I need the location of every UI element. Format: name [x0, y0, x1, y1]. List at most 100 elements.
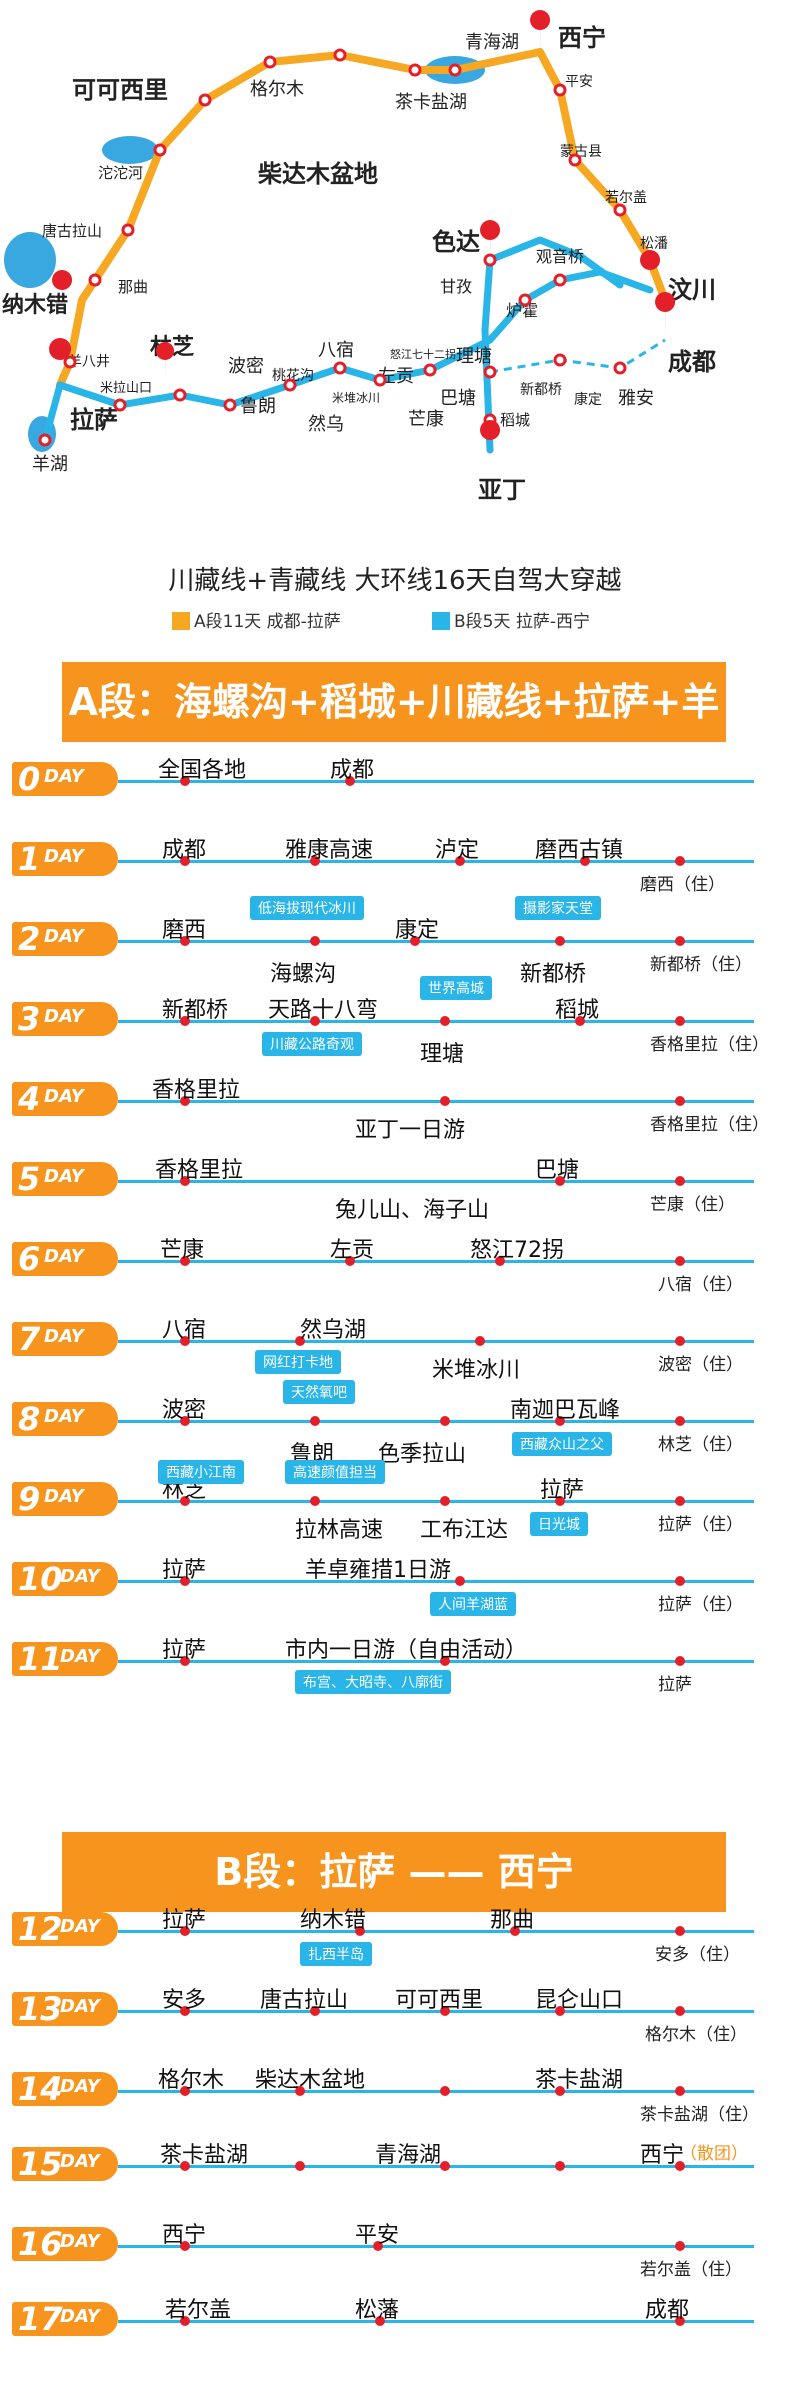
stop-dot	[675, 2006, 685, 2016]
stop-dot	[295, 2086, 305, 2096]
map-label-pingan: 平安	[565, 74, 593, 90]
stop-dot	[675, 2086, 685, 2096]
day-number: 12	[18, 1910, 63, 1948]
day-number: 8	[18, 1400, 41, 1438]
stop-dot	[440, 1656, 450, 1666]
map-label-litang: 理塘	[456, 346, 492, 367]
place-label: 亚丁一日游	[355, 1118, 466, 1143]
day-badge: 6 DAY	[12, 1240, 118, 1278]
stop-dot	[310, 2006, 320, 2016]
day-route-line	[118, 1260, 754, 1263]
stop-dot	[410, 936, 420, 946]
day-route-line	[118, 2010, 754, 2013]
day-number: 15	[18, 2145, 63, 2183]
map-label-wenchuan: 汶川	[668, 276, 716, 304]
overnight-label: 拉萨（住）	[658, 1595, 743, 1615]
overnight-label: 八宿（住）	[658, 1275, 743, 1295]
day-number: 4	[18, 1080, 41, 1118]
day-badge: 15 DAY	[12, 2145, 118, 2183]
day-word: DAY	[44, 1406, 84, 1427]
day-number: 2	[18, 920, 41, 958]
map-label-kekexili: 可可西里	[72, 76, 168, 104]
place-label: 平安	[355, 2223, 400, 2248]
map-label-yangbajing: 羊八井	[68, 354, 110, 370]
route-map: 西宁 青海湖 平安 茶卡盐湖 格尔木 可可西里 柴达木盆地 沱沱河 唐古拉山 那…	[2, 10, 716, 504]
legend-b: B段5天 拉萨-西宁	[432, 607, 590, 632]
map-label-yaan: 雅安	[618, 388, 654, 409]
day-route-line	[118, 1100, 754, 1103]
pin-seda-icon	[480, 220, 501, 266]
place-label: 茶卡盐湖	[535, 2068, 624, 2093]
day-word: DAY	[44, 1006, 84, 1027]
place-label: 成都	[330, 758, 375, 783]
day-route-line	[118, 2320, 754, 2323]
day-number: 16	[18, 2225, 63, 2263]
map-label-geermu: 格尔木	[250, 79, 304, 100]
map-label-bomi: 波密	[228, 356, 264, 377]
stop-dot	[440, 1496, 450, 1506]
day-number: 5	[18, 1160, 41, 1198]
pin-namtso-icon	[52, 270, 73, 318]
stop-dot	[675, 1016, 685, 1026]
highlight-tag: 人间羊湖蓝	[430, 1592, 516, 1616]
map-label-seda: 色达	[432, 228, 480, 256]
place-label: 米堆冰川	[432, 1358, 521, 1383]
legend-b-swatch	[432, 612, 450, 630]
stop-dot	[675, 1336, 685, 1346]
stop-dot	[180, 1176, 190, 1186]
map-label-guanyinqiao: 观音桥	[536, 247, 584, 266]
stop-dot	[675, 936, 685, 946]
stop-dot	[180, 2161, 190, 2171]
map-label-ganzi: 甘孜	[440, 277, 472, 296]
highlight-tag: 西藏小江南	[158, 1460, 244, 1484]
place-label: 然乌湖	[300, 1318, 367, 1343]
day-word: DAY	[44, 1166, 84, 1187]
page-title: 川藏线+青藏线 大环线16天自驾大穿越	[168, 566, 622, 596]
legend-a-label: A段11天 成都-拉萨	[194, 612, 341, 632]
stop-dot	[180, 1016, 190, 1026]
stop-dot	[510, 1926, 520, 1936]
day-route-line	[118, 1180, 754, 1183]
place-label: 拉萨	[162, 1638, 207, 1663]
day-word: DAY	[44, 1246, 84, 1267]
place-label: 松藩	[355, 2298, 400, 2323]
place-label: 西宁	[640, 2143, 685, 2168]
map-label-nujiang: 怒江七十二拐	[390, 347, 456, 361]
map-label-naqu: 那曲	[118, 278, 148, 296]
day-route-line	[118, 780, 754, 783]
place-label: 拉萨	[162, 1908, 207, 1933]
stop-dot	[675, 1176, 685, 1186]
map-label-xinduqiao: 新都桥	[520, 382, 562, 398]
place-label: 纳木错	[300, 1908, 367, 1933]
stop-dot	[345, 1256, 355, 1266]
place-label: 羊卓雍措1日游	[305, 1558, 451, 1583]
stop-dot	[180, 1256, 190, 1266]
place-label: 那曲	[490, 1908, 535, 1933]
day-badge: 11 DAY	[12, 1640, 118, 1678]
highlight-tag: 川藏公路奇观	[262, 1032, 362, 1056]
map-label-tanggula: 唐古拉山	[42, 222, 102, 240]
day-route-line	[118, 1340, 754, 1343]
day-badge: 3 DAY	[12, 1000, 118, 1038]
map-label-ranwu: 然乌	[308, 414, 344, 435]
day-badge: 2 DAY	[12, 920, 118, 958]
stop-dot	[440, 2006, 450, 2016]
map-label-mangkang: 芒康	[408, 409, 444, 430]
place-label: 芒康	[160, 1238, 205, 1263]
overnight-label: 茶卡盐湖（住）	[640, 2105, 759, 2125]
map-label-daocheng: 稻城	[500, 411, 530, 429]
legend-b-label: B段5天 拉萨-西宁	[454, 612, 591, 632]
overnight-label: 新都桥（住）	[650, 955, 752, 975]
map-label-chaka: 茶卡盐湖	[395, 92, 467, 113]
overnight-label: 波密（住）	[658, 1355, 743, 1375]
stop-dot	[310, 936, 320, 946]
day-word: DAY	[60, 2306, 100, 2327]
stop-dot	[575, 1016, 585, 1026]
map-pins	[49, 10, 676, 466]
map-label-lhasa: 拉萨	[70, 406, 118, 434]
place-label: 理塘	[420, 1042, 465, 1067]
day-word: DAY	[44, 766, 84, 787]
day-word: DAY	[44, 1086, 84, 1107]
stop-dot	[455, 1576, 465, 1586]
place-label: 可可西里	[395, 1988, 484, 2013]
